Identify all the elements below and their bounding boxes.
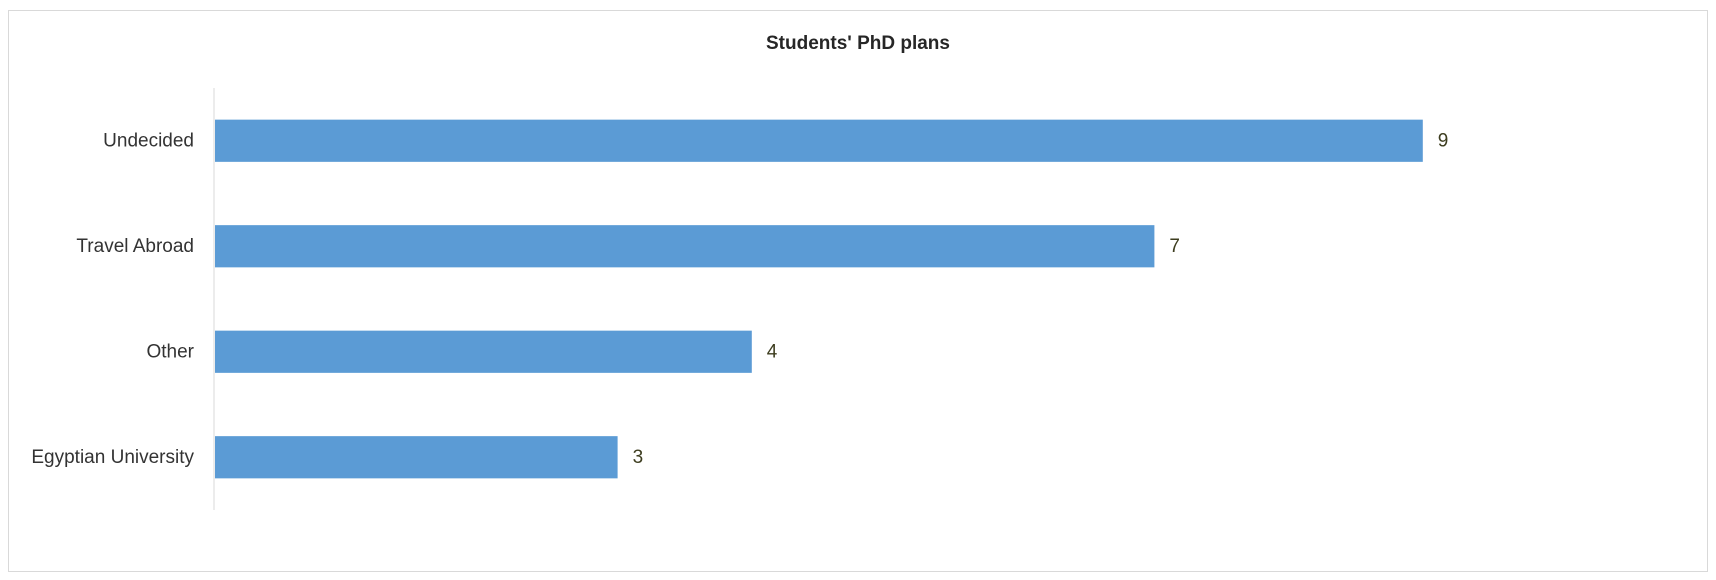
chart-title: Students' PhD plans: [766, 33, 950, 54]
category-label: Travel Abroad: [76, 236, 194, 257]
category-label: Egyptian University: [31, 447, 194, 468]
data-label: 7: [1169, 236, 1180, 257]
bar: [215, 225, 1155, 268]
data-label: 9: [1438, 130, 1449, 151]
data-label: 4: [767, 341, 778, 362]
bar: [215, 436, 618, 479]
bar: [215, 119, 1423, 162]
data-labels: 9 7 4 3: [633, 130, 1449, 468]
data-label: 3: [633, 447, 644, 468]
category-labels: Undecided Travel Abroad Other Egyptian Univ…: [31, 130, 194, 468]
category-label: Undecided: [103, 130, 194, 151]
category-label: Other: [146, 341, 194, 362]
bars-group: [215, 119, 1423, 479]
bar: [215, 330, 752, 373]
